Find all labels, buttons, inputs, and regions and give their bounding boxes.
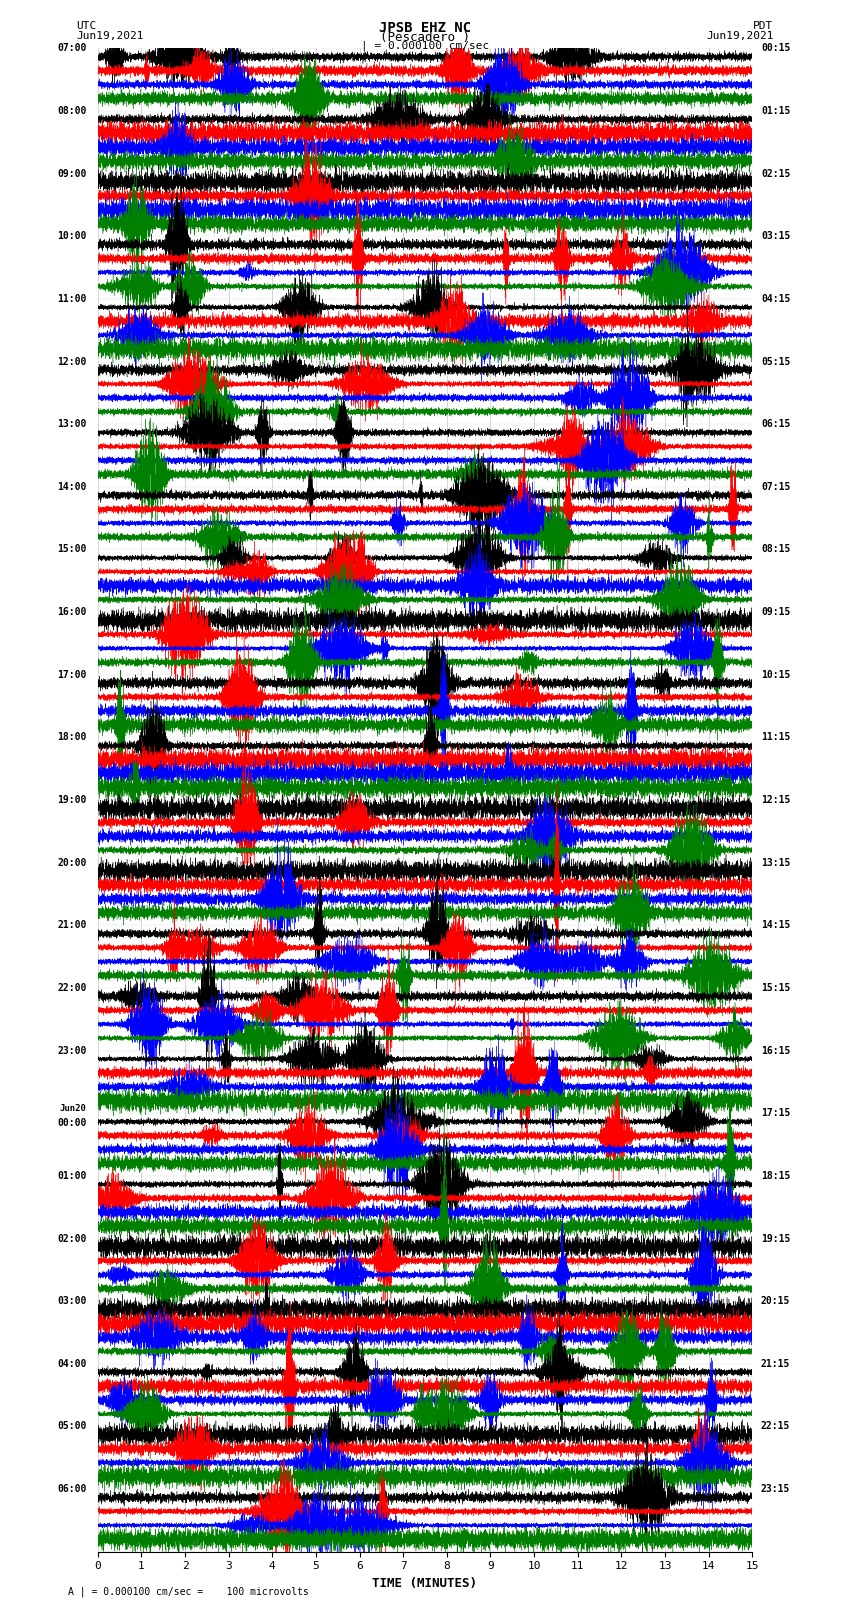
Text: 02:15: 02:15 (761, 169, 790, 179)
Text: 21:15: 21:15 (761, 1358, 790, 1369)
Text: 17:15: 17:15 (761, 1108, 790, 1118)
Text: 20:00: 20:00 (58, 858, 87, 868)
Text: 06:15: 06:15 (761, 419, 790, 429)
Text: 00:00: 00:00 (58, 1118, 87, 1127)
Text: 14:00: 14:00 (58, 482, 87, 492)
Text: 12:00: 12:00 (58, 356, 87, 366)
Text: 03:00: 03:00 (58, 1297, 87, 1307)
Text: 09:15: 09:15 (761, 606, 790, 618)
Text: 10:00: 10:00 (58, 231, 87, 242)
Text: A | = 0.000100 cm/sec =    100 microvolts: A | = 0.000100 cm/sec = 100 microvolts (68, 1586, 309, 1597)
Text: 18:00: 18:00 (58, 732, 87, 742)
Text: 10:15: 10:15 (761, 669, 790, 679)
Text: 02:00: 02:00 (58, 1234, 87, 1244)
Text: JPSB EHZ NC: JPSB EHZ NC (379, 21, 471, 35)
Text: Jun19,2021: Jun19,2021 (76, 31, 144, 40)
Text: 09:00: 09:00 (58, 169, 87, 179)
Text: Jun19,2021: Jun19,2021 (706, 31, 774, 40)
Text: 15:00: 15:00 (58, 545, 87, 555)
Text: 15:15: 15:15 (761, 982, 790, 994)
Text: 22:15: 22:15 (761, 1421, 790, 1431)
Text: 04:00: 04:00 (58, 1358, 87, 1369)
Text: PDT: PDT (753, 21, 774, 31)
Text: 05:15: 05:15 (761, 356, 790, 366)
Text: Jun20: Jun20 (60, 1103, 87, 1113)
Text: 01:00: 01:00 (58, 1171, 87, 1181)
Text: 19:00: 19:00 (58, 795, 87, 805)
X-axis label: TIME (MINUTES): TIME (MINUTES) (372, 1578, 478, 1590)
Text: 11:15: 11:15 (761, 732, 790, 742)
Text: 04:15: 04:15 (761, 294, 790, 303)
Text: 20:15: 20:15 (761, 1297, 790, 1307)
Text: 14:15: 14:15 (761, 921, 790, 931)
Text: (Pescadero ): (Pescadero ) (380, 31, 470, 44)
Text: 08:00: 08:00 (58, 106, 87, 116)
Text: 23:15: 23:15 (761, 1484, 790, 1494)
Text: 11:00: 11:00 (58, 294, 87, 303)
Text: 18:15: 18:15 (761, 1171, 790, 1181)
Text: 17:00: 17:00 (58, 669, 87, 679)
Text: 23:00: 23:00 (58, 1045, 87, 1055)
Text: 19:15: 19:15 (761, 1234, 790, 1244)
Text: 22:00: 22:00 (58, 982, 87, 994)
Text: 21:00: 21:00 (58, 921, 87, 931)
Text: 06:00: 06:00 (58, 1484, 87, 1494)
Text: 07:15: 07:15 (761, 482, 790, 492)
Text: 16:00: 16:00 (58, 606, 87, 618)
Text: 03:15: 03:15 (761, 231, 790, 242)
Text: 13:00: 13:00 (58, 419, 87, 429)
Text: 01:15: 01:15 (761, 106, 790, 116)
Text: 13:15: 13:15 (761, 858, 790, 868)
Text: 07:00: 07:00 (58, 44, 87, 53)
Text: 08:15: 08:15 (761, 545, 790, 555)
Text: 12:15: 12:15 (761, 795, 790, 805)
Text: | = 0.000100 cm/sec: | = 0.000100 cm/sec (361, 40, 489, 52)
Text: UTC: UTC (76, 21, 97, 31)
Text: 16:15: 16:15 (761, 1045, 790, 1055)
Text: 05:00: 05:00 (58, 1421, 87, 1431)
Text: 00:15: 00:15 (761, 44, 790, 53)
